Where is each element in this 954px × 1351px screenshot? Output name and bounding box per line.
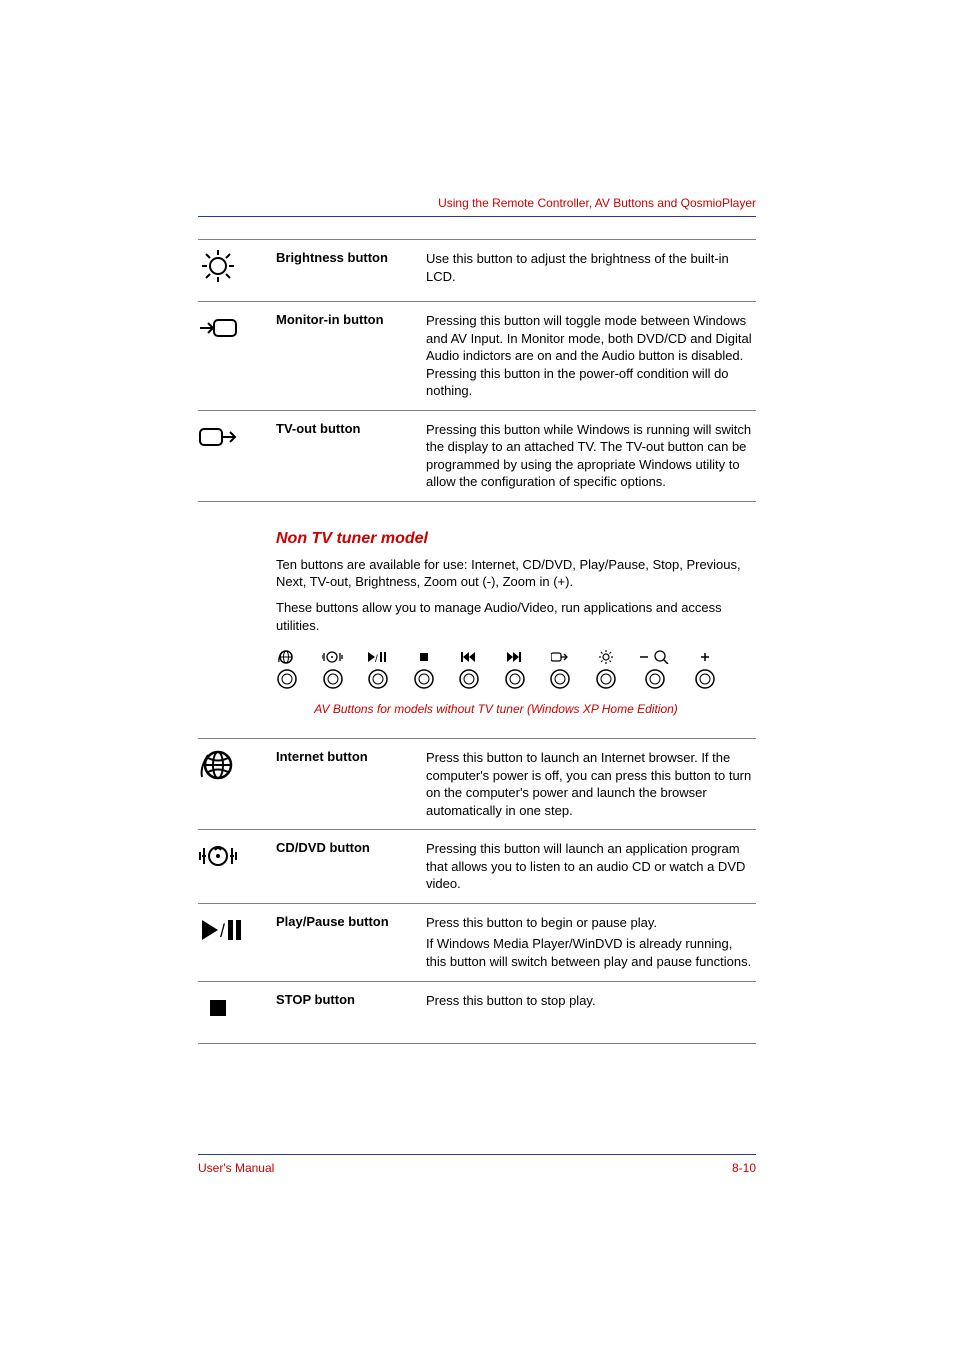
zoom-in-icon	[698, 650, 712, 664]
av-playpause	[367, 650, 389, 690]
previous-icon	[461, 650, 477, 664]
av-cddvd	[322, 650, 344, 690]
section-heading: Non TV tuner model	[276, 530, 756, 548]
av-buttons-row	[276, 650, 716, 690]
av-stop	[413, 650, 435, 690]
av-ring-icon	[413, 668, 435, 690]
button-label: Brightness button	[276, 240, 426, 302]
playpause-icon	[368, 650, 388, 664]
stop-icon	[417, 650, 431, 664]
figure-caption: AV Buttons for models without TV tuner (…	[276, 702, 716, 716]
running-header: Using the Remote Controller, AV Buttons …	[198, 196, 756, 210]
av-zoom-in	[694, 650, 716, 690]
button-label: Internet button	[276, 739, 426, 830]
brightness-icon	[598, 650, 614, 664]
internet-icon	[278, 650, 296, 664]
page-footer: User's Manual 8-10	[198, 1154, 756, 1175]
internet-icon	[198, 745, 240, 787]
footer-left: User's Manual	[198, 1161, 274, 1175]
av-ring-icon	[458, 668, 480, 690]
button-table-2: Internet button Press this button to lau…	[198, 738, 756, 1043]
av-ring-icon	[694, 668, 716, 690]
next-icon	[507, 650, 523, 664]
button-label: Play/Pause button	[276, 903, 426, 981]
button-desc-line: Press this button to begin or pause play…	[426, 914, 756, 932]
table-row: Brightness button Use this button to adj…	[198, 240, 756, 302]
tv-out-icon	[198, 417, 238, 457]
brightness-icon	[198, 246, 238, 286]
table-row: CD/DVD button Pressing this button will …	[198, 830, 756, 904]
av-ring-icon	[322, 668, 344, 690]
cddvd-icon	[322, 650, 344, 664]
button-label: Monitor-in button	[276, 302, 426, 411]
footer-rule	[198, 1154, 756, 1155]
av-zoom-out	[640, 650, 670, 690]
button-label: CD/DVD button	[276, 830, 426, 904]
body-paragraph: Ten buttons are available for use: Inter…	[276, 556, 756, 591]
table-row: Play/Pause button Press this button to b…	[198, 903, 756, 981]
body-paragraph: These buttons allow you to manage Audio/…	[276, 599, 756, 634]
av-ring-icon	[644, 668, 666, 690]
av-brightness	[595, 650, 617, 690]
av-next	[504, 650, 526, 690]
cddvd-icon	[198, 836, 240, 878]
table-row: Internet button Press this button to lau…	[198, 739, 756, 830]
table-row: TV-out button Pressing this button while…	[198, 410, 756, 501]
button-table-1: Brightness button Use this button to adj…	[198, 239, 756, 502]
button-desc: Pressing this button will launch an appl…	[426, 830, 756, 904]
av-ring-icon	[595, 668, 617, 690]
av-ring-icon	[276, 668, 298, 690]
av-tvout	[549, 650, 571, 690]
table-row: STOP button Press this button to stop pl…	[198, 981, 756, 1043]
button-desc: Press this button to stop play.	[426, 981, 756, 1043]
stop-icon	[198, 988, 238, 1028]
button-desc: Use this button to adjust the brightness…	[426, 240, 756, 302]
button-label: STOP button	[276, 981, 426, 1043]
monitor-in-icon	[198, 308, 238, 348]
header-rule	[198, 216, 756, 217]
zoom-out-icon	[640, 650, 670, 664]
button-desc: Press this button to begin or pause play…	[426, 903, 756, 981]
av-previous	[458, 650, 480, 690]
tv-out-icon	[551, 650, 569, 664]
av-ring-icon	[549, 668, 571, 690]
playpause-icon	[198, 910, 244, 950]
button-desc: Press this button to launch an Internet …	[426, 739, 756, 830]
table-row: Monitor-in button Pressing this button w…	[198, 302, 756, 411]
footer-right: 8-10	[732, 1161, 756, 1175]
button-desc: Pressing this button while Windows is ru…	[426, 410, 756, 501]
av-ring-icon	[367, 668, 389, 690]
button-label: TV-out button	[276, 410, 426, 501]
av-ring-icon	[504, 668, 526, 690]
av-internet	[276, 650, 298, 690]
button-desc: Pressing this button will toggle mode be…	[426, 302, 756, 411]
button-desc-line: If Windows Media Player/WinDVD is alread…	[426, 935, 756, 970]
